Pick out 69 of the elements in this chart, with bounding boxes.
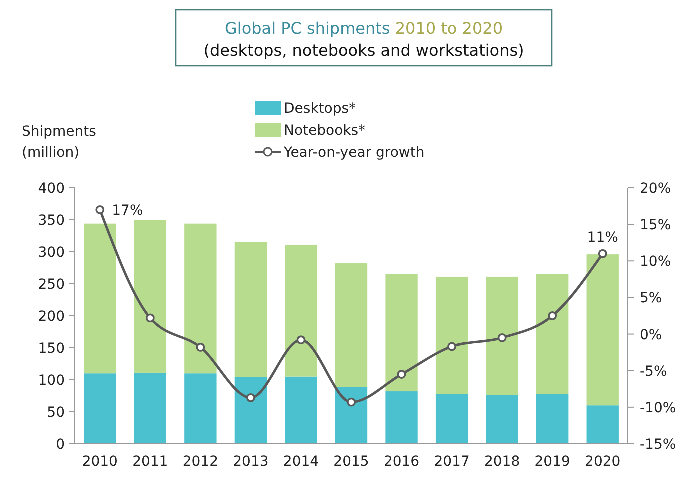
legend-label: Desktops* bbox=[284, 101, 356, 117]
bar bbox=[486, 276, 518, 396]
y2-tick-label: 0% bbox=[640, 327, 662, 344]
y-tick-label: 100 bbox=[38, 373, 65, 389]
y-tick-label: 150 bbox=[38, 341, 65, 357]
legend-label: Year-on-year growth bbox=[283, 145, 425, 161]
point bbox=[347, 398, 356, 407]
y2-tick-label: -15% bbox=[640, 437, 676, 453]
bar bbox=[234, 242, 268, 378]
point bbox=[296, 336, 306, 345]
x-tick-label: 2013 bbox=[233, 454, 269, 470]
bar bbox=[436, 394, 468, 444]
bar bbox=[586, 254, 619, 406]
bar bbox=[84, 224, 116, 374]
bar bbox=[134, 372, 166, 444]
y2-tick-label: 5% bbox=[640, 290, 662, 307]
y2-tick-label: -5% bbox=[640, 364, 668, 380]
bar bbox=[536, 394, 569, 444]
point bbox=[146, 314, 155, 323]
bar bbox=[486, 395, 518, 444]
x-tick-label: 2018 bbox=[484, 454, 520, 470]
bar bbox=[285, 244, 318, 377]
y-axis-title: Shipments (million) bbox=[22, 124, 96, 161]
y-tick-label: 400 bbox=[38, 181, 65, 197]
y2-tick-label: 10% bbox=[640, 254, 672, 270]
bar bbox=[436, 276, 468, 394]
chart-title: Global PC shipments 2010 to 2020 bbox=[224, 19, 504, 38]
point bbox=[96, 205, 105, 214]
y-tick-label: 350 bbox=[38, 213, 65, 229]
bar bbox=[536, 274, 569, 394]
y-tick-label: 50 bbox=[47, 405, 65, 421]
y2-tick-label: 15% bbox=[640, 218, 672, 234]
x-tick-label: 2016 bbox=[384, 454, 420, 470]
y-tick-label: 200 bbox=[38, 309, 65, 325]
data-label: 11% bbox=[587, 230, 618, 246]
bar bbox=[335, 264, 368, 388]
y-tick-label: 0 bbox=[56, 437, 65, 453]
x-tick-label: 2014 bbox=[283, 454, 320, 470]
point bbox=[397, 370, 406, 379]
x-tick-label: 2010 bbox=[82, 454, 118, 470]
point bbox=[246, 393, 256, 402]
x-tick-label: 2019 bbox=[534, 454, 570, 470]
x-tick-label: 2011 bbox=[132, 454, 168, 470]
chart-subtitle: (desktops, notebooks and workstations) bbox=[204, 41, 524, 60]
x-tick-label: 2012 bbox=[182, 454, 218, 470]
bar bbox=[184, 224, 217, 374]
bar bbox=[285, 376, 318, 444]
bar bbox=[586, 406, 619, 444]
y-tick-label: 250 bbox=[38, 277, 65, 293]
x-tick-label: 2015 bbox=[334, 454, 370, 470]
point bbox=[448, 342, 457, 352]
y2-tick-label: 20% bbox=[640, 181, 672, 197]
legend-label: Notebooks* bbox=[284, 123, 366, 139]
y-tick-label: 300 bbox=[38, 245, 65, 261]
point bbox=[598, 249, 608, 258]
bar bbox=[335, 387, 368, 444]
bar bbox=[184, 374, 217, 444]
bar bbox=[84, 374, 116, 444]
x-tick-label: 2017 bbox=[434, 454, 470, 470]
point bbox=[498, 333, 507, 342]
bar bbox=[386, 274, 418, 392]
y2-tick-label: -10% bbox=[640, 400, 676, 416]
x-tick-label: 2020 bbox=[585, 454, 621, 470]
point bbox=[548, 312, 558, 320]
bar bbox=[134, 220, 166, 373]
data-label: 17% bbox=[112, 202, 144, 219]
point bbox=[196, 342, 206, 352]
bar bbox=[234, 377, 268, 444]
bar bbox=[386, 392, 418, 444]
